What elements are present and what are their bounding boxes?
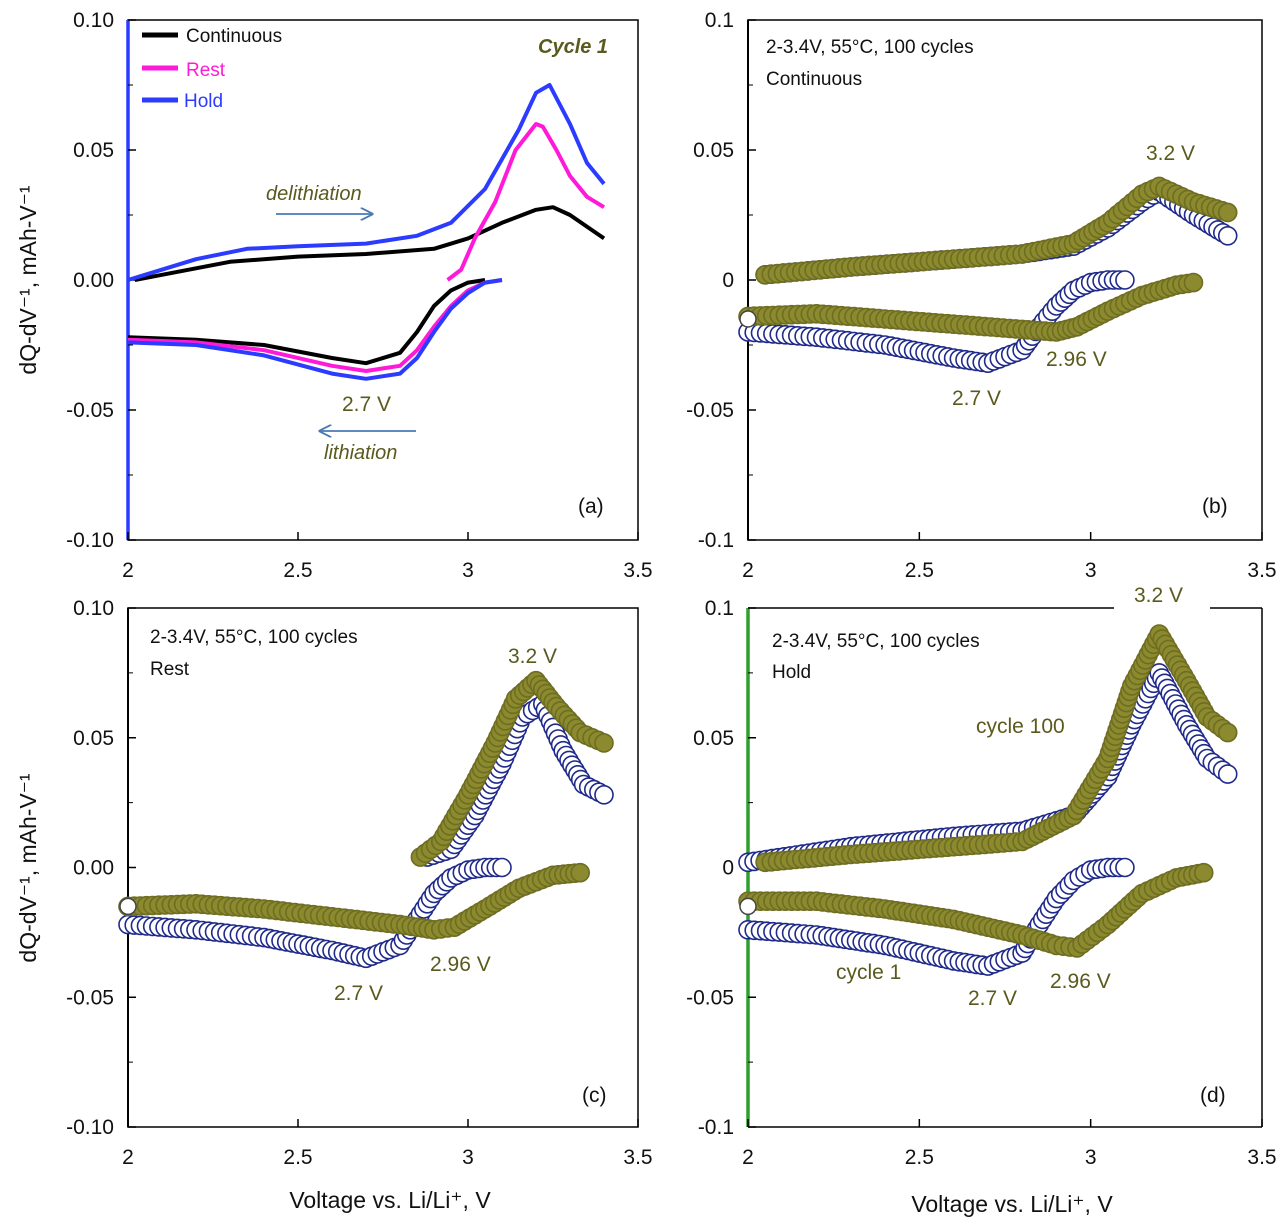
annotation-2.7v-b: 2.7 V — [952, 387, 1001, 410]
subtitle-b: Continuous — [766, 69, 862, 90]
series-line-hold-lithiation — [127, 278, 503, 381]
data-point-cycle1-lithiation — [492, 857, 512, 878]
panel-a: 0.10 0.05 0.00 -0.05 -0.10 2 2.5 3 3.5 — [66, 9, 652, 582]
x-tick-label: 3.5 — [1247, 559, 1276, 582]
data-point-cycle100-delithiation — [1217, 722, 1238, 743]
x-tick-label: 3.5 — [623, 559, 652, 582]
annotation-3.2v-c: 3.2 V — [508, 645, 557, 668]
label-3.2v-d-backdrop — [1114, 590, 1210, 620]
y-tick-label: 0.05 — [693, 727, 734, 750]
y-tick-label: 0.00 — [73, 857, 114, 880]
annotation-2.96v-c: 2.96 V — [430, 953, 491, 976]
x-axis-label-right: Voltage vs. Li/Li⁺, V — [911, 1191, 1113, 1217]
y-tick-label: 0.10 — [73, 597, 114, 620]
x-tick-label: 2 — [122, 559, 134, 582]
annotation-3.2v-b: 3.2 V — [1146, 142, 1195, 165]
panel-d: 0.1 0.05 0 -0.05 -0.1 2 2.5 3 3.5 — [686, 597, 1276, 1169]
title-a: Cycle 1 — [538, 36, 608, 58]
start-point-marker — [119, 897, 137, 916]
subtitle-d: Hold — [772, 662, 811, 683]
y-tick-label: 0 — [722, 269, 734, 292]
y-tick-label: -0.10 — [66, 1116, 114, 1139]
start-point-marker — [739, 897, 757, 916]
panel-label-d: (d) — [1200, 1084, 1226, 1107]
annotation-cycle1-d: cycle 1 — [836, 961, 901, 984]
panel-label-a: (a) — [578, 495, 604, 518]
annotation-2.7v-a: 2.7 V — [342, 393, 391, 416]
y-tick-label: 0.00 — [73, 269, 114, 292]
data-point-cycle1-lithiation — [1115, 270, 1135, 290]
x-tick-label: 2 — [742, 559, 754, 582]
y-tick-label: -0.05 — [686, 399, 734, 422]
y-tick-label: -0.05 — [66, 399, 114, 422]
data-point-cycle1-delithiation — [1217, 764, 1238, 784]
x-tick-label: 2.5 — [905, 1146, 934, 1169]
data-point-cycle100-delithiation — [594, 733, 614, 753]
y-tick-label: 0.10 — [73, 9, 114, 32]
legend-label-hold: Hold — [184, 91, 223, 112]
title-d: 2-3.4V, 55°C, 100 cycles — [772, 631, 980, 652]
y-tick-label: -0.1 — [698, 529, 734, 552]
annotation-3.2v-d: 3.2 V — [1134, 584, 1183, 607]
x-tick-label: 2 — [122, 1146, 134, 1169]
x-tick-label: 3 — [1085, 1146, 1097, 1169]
legend-a: Continuous Rest Hold — [142, 26, 282, 112]
subtitle-c: Rest — [150, 659, 190, 680]
annotation-2.7v-c: 2.7 V — [334, 982, 383, 1005]
x-tick-label: 3 — [462, 1146, 474, 1169]
x-tick-label: 2.5 — [905, 559, 934, 582]
data-point-cycle1-delithiation — [594, 785, 614, 805]
y-tick-label: -0.05 — [66, 986, 114, 1009]
data-point-cycle1-lithiation — [1115, 857, 1135, 878]
y-tick-label: -0.10 — [66, 529, 114, 552]
annotation-cycle100-d: cycle 100 — [976, 715, 1065, 738]
x-tick-label: 2.5 — [283, 1146, 312, 1169]
y-tick-label: 0.1 — [705, 597, 734, 620]
annotation-2.96v-b: 2.96 V — [1046, 348, 1107, 371]
title-b: 2-3.4V, 55°C, 100 cycles — [766, 37, 974, 58]
data-point-cycle100-delithiation — [1217, 202, 1238, 223]
y-axis-label-top: dQ-dV⁻¹, mAh-V⁻¹ — [15, 185, 41, 374]
y-tick-label: 0.1 — [705, 9, 734, 32]
legend-label-rest: Rest — [186, 60, 226, 81]
x-tick-label: 2.5 — [283, 559, 312, 582]
y-tick-label: -0.1 — [698, 1116, 734, 1139]
y-tick-label: 0.05 — [73, 727, 114, 750]
data-point-cycle100-lithiation — [1183, 272, 1204, 293]
y-axis-label-bottom: dQ-dV⁻¹, mAh-V⁻¹ — [15, 773, 41, 962]
x-axis-label-left: Voltage vs. Li/Li⁺, V — [289, 1187, 491, 1213]
x-tick-label: 3 — [462, 559, 474, 582]
y-tick-label: 0 — [722, 857, 734, 880]
start-point-marker — [739, 310, 757, 328]
x-tick-label: 3.5 — [623, 1146, 652, 1169]
annotation-delithiation: delithiation — [266, 183, 362, 205]
data-point-cycle1-delithiation — [1217, 226, 1238, 246]
panel-c: 0.10 0.05 0.00 -0.05 -0.10 2 2.5 3 3.5 — [66, 597, 652, 1169]
annotation-2.96v-d: 2.96 V — [1050, 970, 1111, 993]
panel-b: 0.1 0.05 0 -0.05 -0.1 2 2.5 3 3.5 — [686, 9, 1276, 582]
y-tick-label: 0.05 — [693, 139, 734, 162]
series-line-hold-delithiation — [127, 83, 606, 282]
series-line-continuous-lithiation — [127, 278, 486, 366]
panel-label-c: (c) — [582, 1084, 607, 1107]
x-tick-label: 3 — [1085, 559, 1097, 582]
annotation-2.7v-d: 2.7 V — [968, 987, 1017, 1010]
y-tick-label: -0.05 — [686, 986, 734, 1009]
series-line-continuous-delithiation — [134, 205, 606, 282]
x-tick-label: 2 — [742, 1146, 754, 1169]
annotation-lithiation: lithiation — [324, 442, 397, 464]
data-point-cycle100-lithiation — [570, 862, 591, 883]
panel-label-b: (b) — [1202, 495, 1228, 518]
x-tick-label: 3.5 — [1247, 1146, 1276, 1169]
legend-label-continuous: Continuous — [186, 26, 282, 47]
title-c: 2-3.4V, 55°C, 100 cycles — [150, 627, 358, 648]
y-tick-label: 0.05 — [73, 139, 114, 162]
series-line-rest-delithiation — [446, 122, 606, 282]
data-point-cycle100-lithiation — [1193, 862, 1214, 883]
